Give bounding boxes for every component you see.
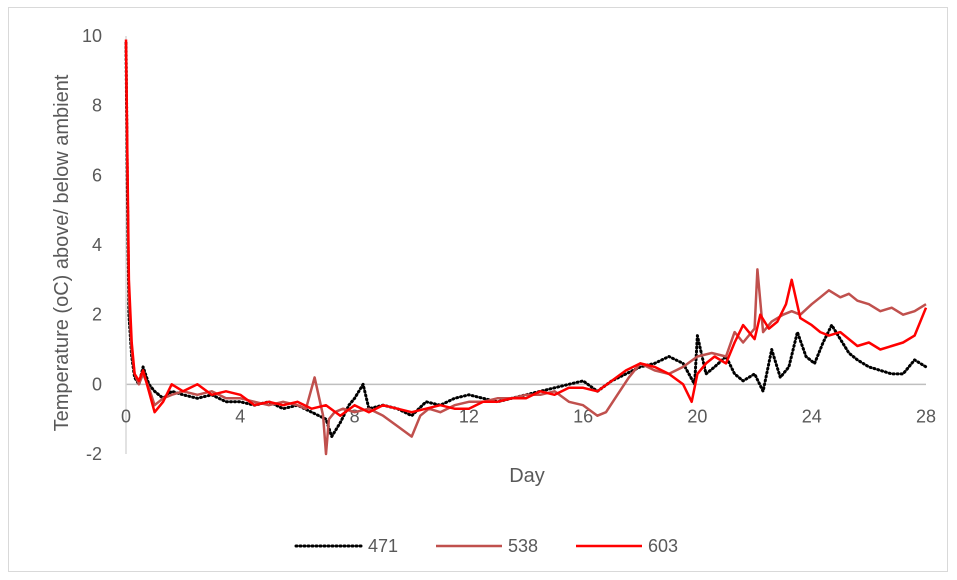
x-tick-label: 12 (459, 406, 479, 426)
x-tick-labels: 0 4 8 12 16 20 24 28 (121, 406, 936, 426)
legend: 471 538 603 (294, 536, 678, 556)
y-tick-label: 8 (92, 96, 102, 116)
x-tick-label: 0 (121, 406, 131, 426)
legend-label-471: 471 (368, 536, 398, 556)
legend-label-603: 603 (648, 536, 678, 556)
chart-frame (8, 7, 948, 572)
x-tick-label: 8 (350, 406, 360, 426)
x-axis-title: Day (509, 465, 545, 487)
y-tick-label: 4 (92, 235, 102, 255)
series-line-471 (124, 41, 928, 439)
series-line-603 (124, 39, 928, 417)
y-tick-label: 6 (92, 165, 102, 185)
x-tick-label: 28 (916, 406, 936, 426)
axes (125, 36, 926, 454)
legend-label-538: 538 (508, 536, 538, 556)
y-tick-label: 2 (92, 305, 102, 325)
x-tick-label: 16 (573, 406, 593, 426)
x-tick-label: 4 (235, 406, 245, 426)
y-axis-title: Temperature (oC) above/ below ambient (51, 74, 73, 431)
y-tick-label: 0 (92, 374, 102, 394)
x-tick-label: 20 (687, 406, 707, 426)
y-tick-labels: -2 0 2 4 6 8 10 (82, 26, 102, 464)
series-line-538 (124, 42, 927, 456)
y-tick-label: -2 (86, 444, 102, 464)
series-lines (124, 39, 928, 456)
x-tick-label: 24 (802, 406, 822, 426)
y-tick-label: 10 (82, 26, 102, 46)
